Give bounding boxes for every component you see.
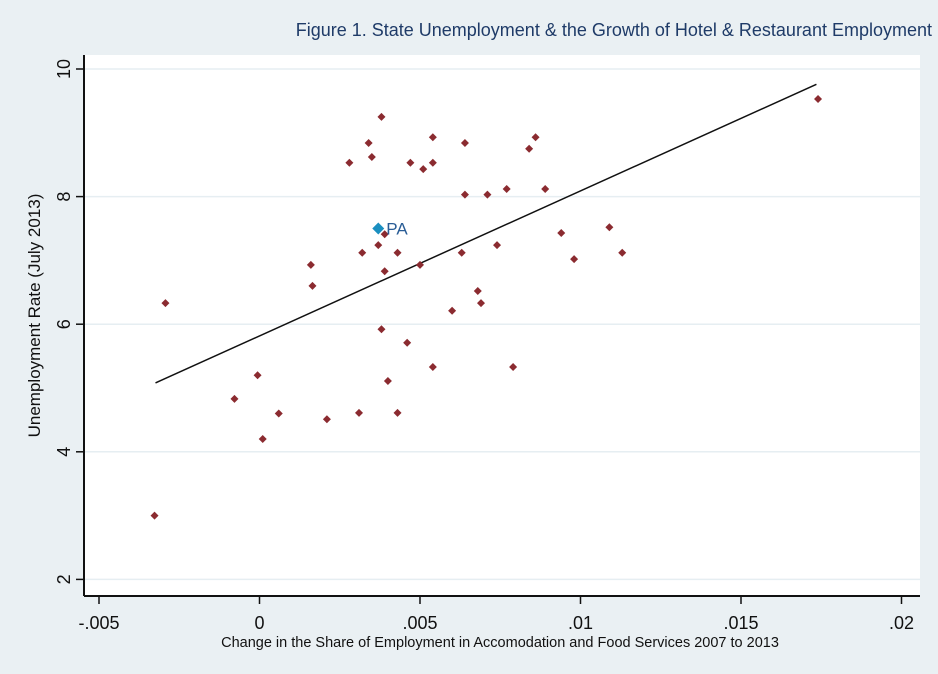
highlight-point (372, 222, 385, 235)
plot-area (84, 55, 920, 596)
data-point (428, 133, 437, 142)
data-point (416, 260, 424, 269)
y-tick-label: 4 (54, 447, 74, 457)
data-point (355, 408, 364, 417)
data-point (509, 362, 518, 371)
y-tick-label: 6 (54, 319, 74, 329)
data-point (253, 371, 262, 380)
y-tick-label: 2 (54, 574, 74, 584)
x-tick-label: 0 (254, 613, 264, 633)
data-point (383, 376, 392, 385)
data-point (306, 260, 315, 269)
data-point (393, 408, 402, 417)
data-point (457, 248, 466, 257)
data-point (377, 325, 386, 334)
fit-line (155, 83, 817, 384)
data-point (358, 248, 367, 257)
data-point (814, 94, 823, 103)
x-axis-label: Change in the Share of Employment in Acc… (221, 635, 779, 651)
data-point (150, 511, 159, 520)
data-point (502, 184, 511, 193)
data-point (428, 158, 437, 167)
data-point (161, 299, 170, 308)
data-point (531, 133, 540, 142)
data-point (345, 158, 354, 167)
x-tick-label: .015 (723, 613, 758, 633)
data-point (618, 248, 627, 257)
data-point (483, 190, 492, 199)
y-tick-label: 10 (54, 59, 74, 79)
data-point (525, 144, 534, 153)
data-point (473, 287, 482, 296)
x-tick-label: .02 (889, 613, 914, 633)
data-point (322, 415, 331, 424)
y-tick-label: 8 (54, 192, 74, 202)
data-point (419, 165, 428, 174)
data-point (274, 409, 283, 418)
data-point (460, 139, 469, 148)
y-axis-label: Unemployment Rate (July 2013) (25, 194, 44, 438)
data-point (428, 362, 437, 371)
x-tick-label: .01 (568, 613, 593, 633)
data-point (367, 153, 376, 162)
data-point (406, 158, 415, 167)
data-point (476, 299, 485, 308)
chart-title: Figure 1. State Unemployment & the Growt… (295, 20, 932, 40)
data-point (380, 267, 389, 276)
data-point (541, 184, 550, 193)
x-tick-label: -.005 (78, 613, 119, 633)
highlight-label: PA (386, 220, 408, 239)
data-point (393, 248, 402, 257)
data-point (377, 112, 386, 121)
data-point (308, 281, 317, 290)
data-point (230, 394, 239, 403)
data-point (570, 255, 579, 264)
data-point (403, 338, 412, 347)
data-point (374, 241, 383, 250)
data-point (605, 223, 614, 232)
data-point (380, 230, 389, 239)
data-point (364, 139, 373, 148)
data-point (493, 241, 502, 250)
data-point (448, 306, 457, 315)
data-point (460, 190, 469, 199)
data-point (557, 228, 566, 237)
data-point (258, 435, 267, 444)
x-tick-label: .005 (402, 613, 437, 633)
